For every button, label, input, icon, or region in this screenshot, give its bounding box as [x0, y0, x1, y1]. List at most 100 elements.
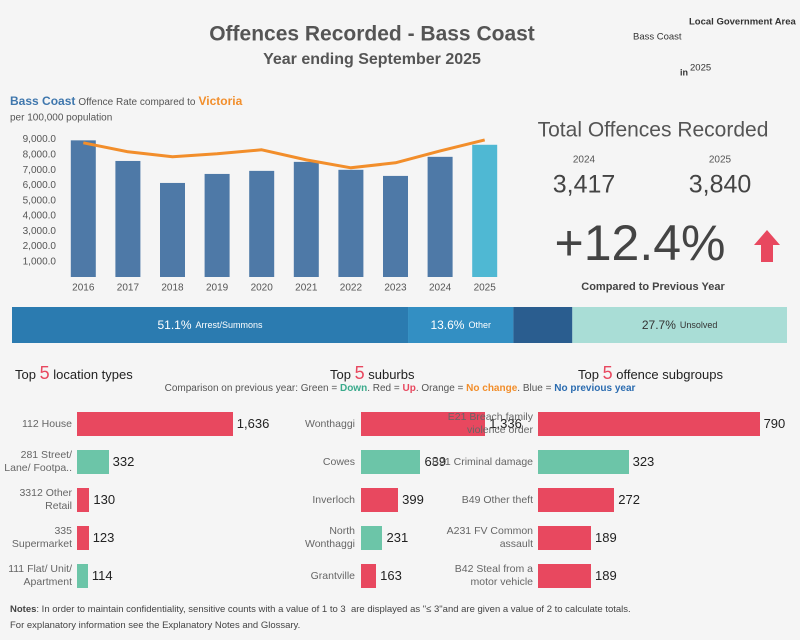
value-label: 323	[632, 454, 655, 469]
value-label: 130	[93, 492, 116, 507]
x-tick-label: 2022	[340, 283, 363, 294]
category-label: 335 Supermarket	[11, 525, 72, 550]
value-label: 332	[112, 454, 135, 469]
value-label: 272	[618, 492, 640, 507]
bar	[427, 156, 453, 277]
bar	[249, 170, 275, 277]
value-label: 639	[424, 454, 447, 469]
notes: Notes: In order to maintain confidential…	[10, 604, 631, 615]
bar	[538, 450, 629, 474]
category-label: Inverloch	[312, 493, 355, 506]
kpi-value: 3,840	[689, 171, 752, 199]
chart-title: Bass Coast Offence Rate compared to Victor…	[10, 94, 243, 108]
bar	[77, 412, 233, 436]
legend-victoria: Victoria	[198, 94, 242, 108]
panel-title: Top 5 suburbs	[330, 363, 414, 384]
x-tick-label: 2021	[295, 283, 318, 294]
value-label: 231	[386, 530, 409, 545]
bar	[204, 173, 230, 277]
kpi-year: 2024	[573, 155, 596, 166]
value-label: 189	[595, 568, 617, 583]
outcome-segment	[513, 307, 573, 343]
value-label: 790	[763, 416, 786, 431]
bar	[361, 488, 399, 512]
title-text: Top	[15, 367, 36, 382]
title-number: 5	[39, 363, 50, 383]
legend-part: Up	[402, 383, 416, 394]
category-label: 3312 Other Retail	[19, 487, 72, 512]
category-label: 111 Flat/ Unit/ Apartment	[8, 563, 72, 588]
up-arrow	[754, 230, 780, 262]
kpi-year: 2025	[709, 155, 732, 166]
title-number: 5	[602, 363, 613, 383]
category-label: 281 Street/ Lane/ Footpa..	[4, 449, 72, 474]
bar	[293, 161, 319, 277]
category-label: A231 FV Common assault	[446, 525, 533, 550]
legend-part: . Blue =	[517, 383, 555, 394]
color-legend: Comparison on previous year: Green = Dow…	[0, 383, 800, 394]
bar	[538, 526, 591, 550]
category-label: Grantville	[310, 569, 355, 582]
category-label: E21 Breach family violence order	[447, 411, 533, 436]
bar	[361, 450, 421, 474]
chart-title-text: Offence Rate compared to	[78, 97, 196, 108]
bar	[361, 564, 377, 588]
outcome-segment	[12, 307, 409, 343]
title-text: offence subgroups	[616, 367, 723, 382]
category-label: North Wonthaggi	[304, 525, 355, 550]
bar	[77, 450, 109, 474]
bar	[77, 526, 89, 550]
value-label: 123	[92, 530, 115, 545]
bar	[361, 412, 486, 436]
panel-title: Top 5 offence subgroups	[578, 363, 723, 384]
kpi-change: +12.4%	[555, 215, 726, 271]
title-number: 5	[354, 363, 365, 383]
x-tick-label: 2017	[117, 283, 140, 294]
outcome-segment	[572, 307, 787, 343]
x-tick-label: 2018	[161, 283, 184, 294]
y-tick-label: 7,000.0	[23, 165, 57, 176]
notes-line: For explanatory information see the Expl…	[10, 620, 301, 631]
kpi-caption: Compared to Previous Year	[581, 281, 725, 293]
category-label: Wonthaggi	[304, 417, 355, 430]
legend-part: No previous year	[554, 383, 636, 394]
page-subtitle: Year ending September 2025	[263, 51, 481, 68]
line	[83, 138, 486, 170]
title-text: Top	[330, 367, 351, 382]
x-tick-label: 2025	[474, 283, 497, 294]
filter-value[interactable]: Bass Coast	[633, 32, 682, 43]
bar	[472, 144, 498, 277]
y-tick-label: 4,000.0	[23, 211, 57, 222]
y-tick-label: 9,000.0	[23, 134, 57, 145]
x-tick-label: 2024	[429, 283, 452, 294]
value-label: 114	[91, 568, 113, 583]
bar	[77, 564, 88, 588]
title-text: Top	[578, 367, 599, 382]
y-tick-label: 1,000.0	[23, 256, 57, 267]
notes-text: : In order to maintain confidentiality, …	[36, 604, 631, 615]
segment-value: 51.1%	[157, 318, 191, 332]
value-label: 1,336	[489, 416, 522, 431]
legend-part: . Orange =	[415, 383, 467, 394]
period-value[interactable]: 2025	[690, 63, 711, 74]
segment-category: Other	[468, 320, 491, 330]
page-title: Offences Recorded - Bass Coast	[209, 23, 535, 46]
bar	[538, 412, 760, 436]
notes-label: Notes	[10, 604, 37, 615]
bar	[77, 488, 90, 512]
y-tick-label: 3,000.0	[23, 226, 57, 237]
title-text: location types	[53, 367, 133, 382]
bar	[338, 169, 364, 277]
legend-bass-coast: Bass Coast	[10, 94, 75, 108]
legend-part: Down	[339, 383, 368, 394]
segment-label: 27.7% Unsolved	[642, 318, 718, 332]
category-label: B49 Other theft	[461, 493, 533, 506]
segment-category: Unsolved	[680, 320, 718, 330]
value-label: 189	[595, 530, 617, 545]
value-label: 163	[380, 568, 402, 583]
y-tick-label: 6,000.0	[23, 180, 57, 191]
category-label: B21 Criminal damage	[432, 455, 533, 468]
legend-part: Comparison on previous year: Green =	[164, 383, 340, 394]
